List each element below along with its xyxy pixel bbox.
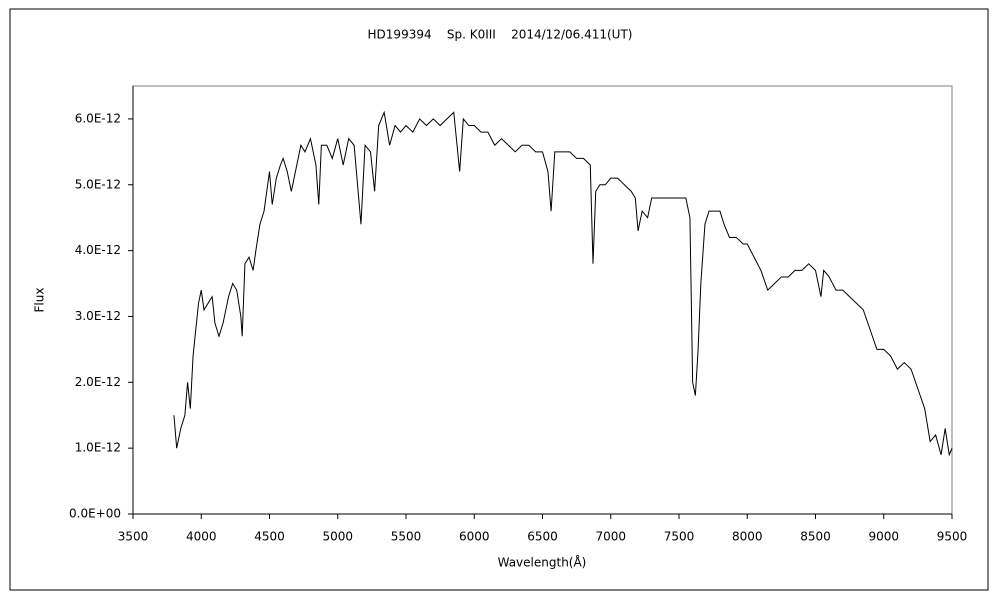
x-tick-label: 4500	[254, 530, 285, 544]
y-tick-label: 1.0E-12	[75, 441, 121, 455]
spectrum-line	[173, 110, 953, 457]
x-tick-label: 8500	[800, 530, 831, 544]
x-tick-label: 4000	[186, 530, 217, 544]
y-tick-label: 3.0E-12	[75, 309, 121, 323]
x-tick-label: 6000	[459, 530, 490, 544]
chart-frame	[9, 8, 989, 591]
x-tick-label: 5000	[322, 530, 353, 544]
y-tick-label: 2.0E-12	[75, 375, 121, 389]
x-tick-label: 8000	[732, 530, 763, 544]
x-tick-label: 9000	[868, 530, 899, 544]
y-tick-label: 0.0E+00	[69, 507, 121, 521]
x-tick-label: 5500	[391, 530, 422, 544]
chart-title: HD199394 Sp. K0III 2014/12/06.411(UT)	[368, 28, 633, 42]
y-tick-label: 4.0E-12	[75, 243, 121, 257]
x-tick-label: 3500	[118, 530, 149, 544]
x-tick-label: 6500	[527, 530, 558, 544]
x-tick-label: 9500	[937, 530, 968, 544]
y-axis-label: Flux	[33, 288, 47, 313]
x-axis-label: Wavelength(Å)	[498, 555, 587, 570]
y-tick-label: 5.0E-12	[75, 177, 121, 191]
y-tick-label: 6.0E-12	[75, 111, 121, 125]
x-tick-label: 7000	[595, 530, 626, 544]
x-tick-label: 7500	[664, 530, 695, 544]
